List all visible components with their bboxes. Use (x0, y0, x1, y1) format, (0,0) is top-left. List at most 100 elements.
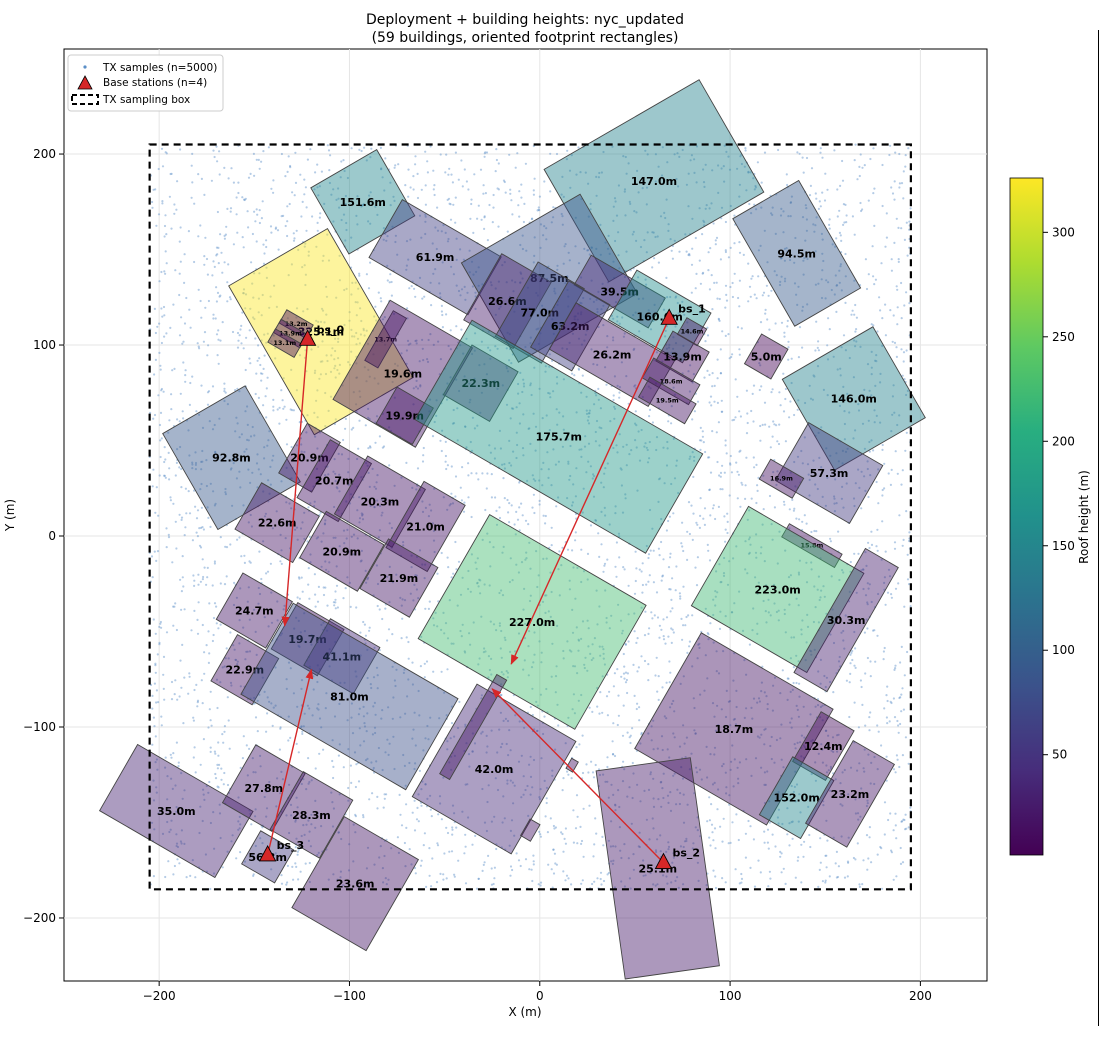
tx-sample-point (719, 488, 722, 491)
tx-sample-point (383, 797, 386, 800)
tx-sample-point (356, 509, 359, 512)
tx-sample-point (453, 873, 456, 876)
tx-sample-point (613, 754, 617, 758)
tx-sample-point (226, 850, 229, 853)
tx-sample-point (882, 658, 885, 661)
tx-sample-point (584, 171, 587, 174)
tx-sample-point (301, 266, 304, 269)
tx-sample-point (642, 874, 645, 877)
tx-sample-point (821, 761, 825, 764)
tx-sample-point (881, 448, 884, 451)
tx-sample-point (537, 206, 540, 209)
tx-sample-point (295, 229, 298, 232)
tx-sample-point (819, 147, 822, 150)
tx-sample-point (691, 418, 694, 421)
tx-sample-point (661, 146, 664, 149)
tx-sample-point (700, 439, 703, 442)
tx-sample-point (243, 561, 246, 565)
tx-sample-point (714, 239, 717, 242)
tx-sample-point (468, 249, 471, 252)
tx-sample-point (588, 706, 591, 709)
tx-sample-point (870, 530, 873, 533)
tx-sample-point (256, 213, 259, 216)
tx-sample-point (308, 861, 311, 865)
tx-sample-point (798, 152, 801, 155)
tx-sample-point (801, 520, 804, 523)
tx-sample-point (196, 509, 200, 512)
tx-sample-point (555, 408, 558, 411)
tx-sample-point (338, 363, 341, 366)
tx-sample-point (641, 395, 644, 399)
tx-sample-point (320, 726, 323, 729)
tx-sample-point (264, 512, 267, 515)
tx-sample-point (611, 753, 615, 756)
tx-sample-point (347, 457, 350, 460)
tx-sample-point (605, 616, 608, 620)
tx-sample-point (843, 221, 846, 224)
tx-sample-point (670, 598, 673, 602)
tx-sample-point (493, 866, 496, 869)
tx-sample-point (873, 187, 876, 190)
tx-sample-point (178, 293, 181, 297)
tx-sample-point (376, 795, 379, 799)
tx-sample-point (452, 572, 455, 575)
tx-sample-point (154, 735, 157, 738)
tx-sample-point (174, 474, 177, 477)
tx-sample-point (754, 186, 758, 189)
tx-sample-point (681, 545, 684, 548)
tx-sample-point (810, 530, 813, 534)
tx-sample-point (794, 770, 797, 773)
tx-sample-point (365, 380, 368, 383)
tx-sample-point (880, 744, 883, 747)
tx-sample-point (201, 460, 204, 463)
tx-sample-point (272, 398, 275, 401)
tx-sample-point (326, 359, 329, 363)
tx-sample-point (885, 694, 888, 697)
tx-sample-point (694, 566, 697, 569)
tx-sample-point (274, 227, 277, 230)
tx-sample-point (328, 561, 331, 564)
tx-sample-point (853, 664, 856, 667)
tx-sample-point (665, 681, 668, 684)
tx-sample-point (582, 807, 585, 810)
tx-sample-point (739, 415, 743, 418)
tx-sample-point (858, 796, 861, 800)
tx-sample-point (529, 793, 532, 796)
tx-sample-point (449, 218, 453, 221)
tx-sample-point (394, 240, 397, 244)
tx-sample-point (200, 679, 203, 682)
tx-sample-point (159, 364, 162, 367)
tx-sample-point (441, 261, 444, 264)
tx-sample-point (436, 572, 439, 575)
tx-sample-point (483, 861, 486, 864)
tx-sample-point (159, 439, 162, 442)
tx-sample-point (441, 313, 444, 317)
tx-sample-point (154, 331, 157, 335)
tx-sample-point (424, 737, 427, 740)
tx-sample-point (524, 519, 528, 522)
tx-sample-point (894, 812, 897, 815)
tx-sample-point (737, 838, 740, 842)
tx-sample-point (738, 183, 742, 186)
tx-sample-point (270, 702, 273, 705)
tx-sample-point (429, 145, 432, 148)
tx-sample-point (759, 439, 762, 442)
tx-sample-point (612, 394, 615, 397)
tx-sample-point (729, 462, 732, 465)
tx-sample-point (470, 198, 473, 201)
tx-sample-point (196, 342, 199, 345)
tx-sample-point (859, 201, 862, 205)
tx-sample-point (476, 217, 479, 220)
tx-sample-point (170, 393, 173, 396)
tx-sample-point (448, 850, 451, 853)
tx-sample-point (698, 259, 701, 262)
tx-sample-point (358, 390, 361, 393)
tx-sample-point (201, 623, 204, 627)
tx-sample-point (183, 608, 186, 611)
tx-sample-point (711, 308, 714, 311)
tx-sample-point (797, 399, 800, 402)
tx-sample-point (239, 766, 242, 770)
tx-sample-point (456, 604, 459, 607)
tx-sample-point (835, 284, 839, 287)
tx-sample-point (631, 796, 634, 800)
